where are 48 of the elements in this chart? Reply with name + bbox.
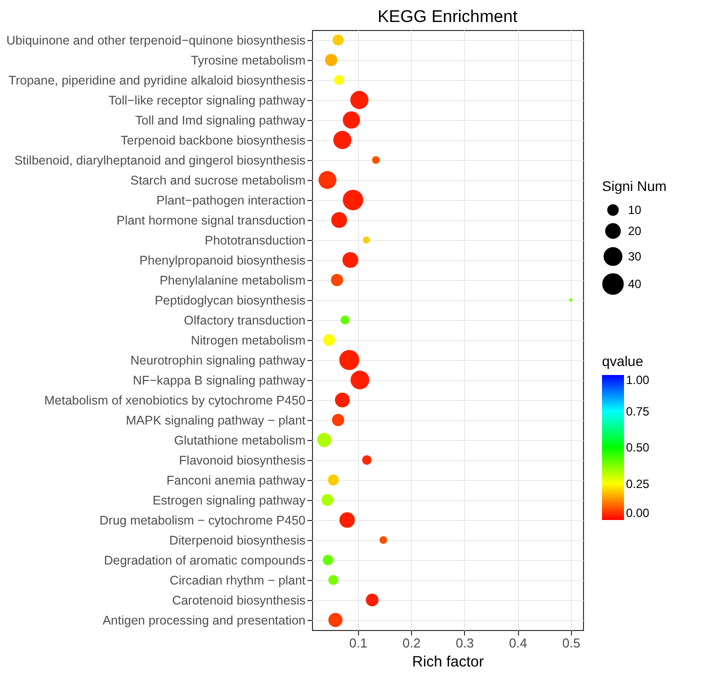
color-bar-label: 0.25 bbox=[626, 476, 650, 491]
y-tick-label: Plant−pathogen interaction bbox=[156, 194, 306, 208]
y-tick-label: Toll−like receptor signaling pathway bbox=[108, 94, 306, 108]
y-tick-label: MAPK signaling pathway − plant bbox=[126, 414, 306, 428]
chart-title: KEGG Enrichment bbox=[378, 7, 518, 26]
y-tick-label: Flavonoid biosynthesis bbox=[179, 454, 306, 468]
y-tick-label: Phototransduction bbox=[204, 234, 306, 248]
y-tick-label: Phenylalanine metabolism bbox=[160, 274, 306, 288]
legend-title: Signi Num bbox=[602, 178, 667, 194]
x-tick-label: 0.1 bbox=[349, 636, 368, 650]
x-tick-label: 0.3 bbox=[456, 636, 474, 650]
y-tick-label: Circadian rhythm − plant bbox=[170, 574, 306, 588]
y-tick-label: Estrogen signaling pathway bbox=[152, 494, 306, 508]
y-tick-label: Neurotrophin signaling pathway bbox=[130, 354, 306, 368]
y-tick-label: Phenylpropanoid biosynthesis bbox=[139, 254, 306, 268]
y-tick-label: Nitrogen metabolism bbox=[190, 334, 306, 348]
y-tick-label: Stilbenoid, diarylheptanoid and gingerol biosynthesis bbox=[14, 154, 306, 168]
legend-label: 20 bbox=[628, 224, 642, 238]
y-tick-label: Degradation of aromatic compounds bbox=[104, 554, 306, 568]
y-tick-label: NF−kappa B signaling pathway bbox=[132, 374, 306, 388]
y-tick-label: Tyrosine metabolism bbox=[190, 54, 306, 68]
color-bar-label: 0.75 bbox=[626, 404, 650, 418]
y-tick-label: Drug metabolism − cytochrome P450 bbox=[100, 514, 306, 528]
y-tick-label: Terpenoid backbone biosynthesis bbox=[120, 134, 306, 148]
y-tick-label: Diterpenoid biosynthesis bbox=[169, 534, 306, 548]
legend-label: 10 bbox=[628, 203, 642, 217]
color-bar-label: 0.00 bbox=[626, 506, 650, 520]
x-axis-title: Rich factor bbox=[412, 654, 484, 670]
y-tick-label: Peptidoglycan biosynthesis bbox=[154, 294, 306, 308]
x-tick-label: 0.4 bbox=[508, 636, 528, 650]
y-tick-label: Starch and sucrose metabolism bbox=[130, 174, 306, 188]
y-tick-label: Tropane, piperidine and pyridine alkaloid biosynthesis bbox=[8, 74, 306, 88]
y-tick-label: Carotenoid biosynthesis bbox=[172, 594, 306, 608]
y-tick-label: Plant hormone signal transduction bbox=[116, 214, 306, 228]
y-tick-label: Fanconi anemia pathway bbox=[166, 474, 306, 488]
color-bar-title: qvalue bbox=[602, 353, 644, 369]
x-tick-label: 0.2 bbox=[402, 636, 421, 650]
y-tick-label: Olfactory transduction bbox=[184, 314, 306, 328]
color-bar-label: 1.00 bbox=[626, 373, 650, 387]
legend-label: 40 bbox=[628, 277, 642, 291]
y-tick-label: Metabolism of xenobiotics by cytochrome P450 bbox=[44, 394, 306, 408]
x-tick-label: 0.5 bbox=[562, 636, 580, 650]
legend-label: 30 bbox=[628, 250, 642, 264]
color-bar-label: 0.50 bbox=[626, 440, 650, 454]
y-tick-label: Glutathione metabolism bbox=[174, 434, 306, 448]
y-tick-label: Toll and Imd signaling pathway bbox=[135, 114, 306, 128]
y-tick-label: Ubiquinone and other terpenoid−quinone biosynthesis bbox=[6, 34, 306, 48]
y-tick-label: Antigen processing and presentation bbox=[102, 614, 306, 628]
